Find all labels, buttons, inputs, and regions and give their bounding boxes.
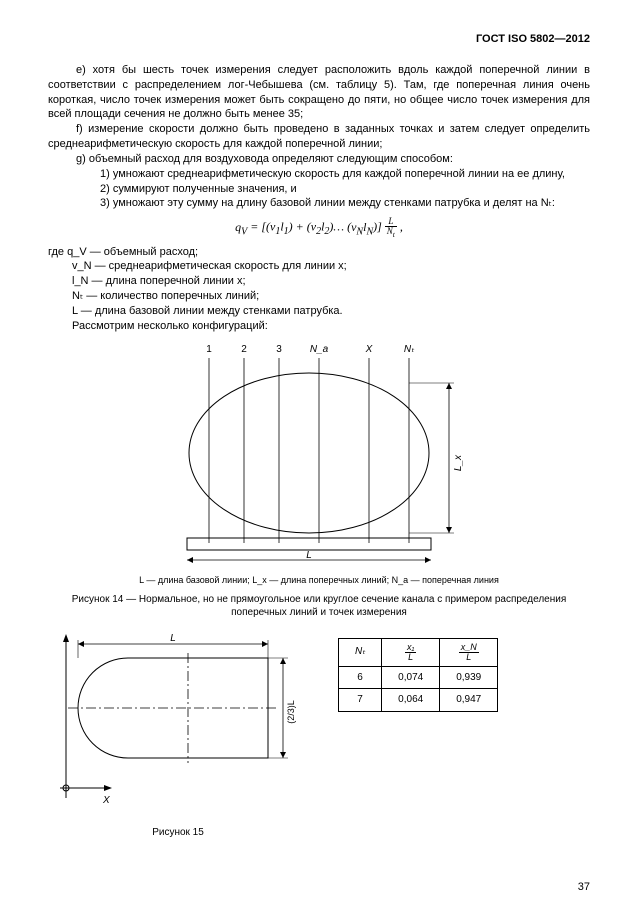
svg-text:3: 3 (276, 344, 282, 355)
def-where: где q_V — объемный расход; (48, 245, 590, 260)
figure-15-row: X L (2/3)L Рисунок (48, 628, 590, 840)
figure-14-caption: Рисунок 14 — Нормальное, но не прямоугол… (48, 593, 590, 620)
svg-text:1: 1 (206, 344, 212, 355)
page: ГОСТ ISO 5802—2012 е) хотя бы шесть точе… (0, 0, 630, 913)
para-g1: 1) умножают среднеарифметическую скорост… (48, 167, 590, 182)
svg-text:X: X (102, 795, 110, 806)
def-vn: v_N — среднеарифметическая скорость для … (48, 259, 590, 274)
para-g: g) объемный расход для воздуховода опред… (48, 152, 590, 167)
figure-14: 1 2 3 N_a X Nₜ L L_x L — длина базовой л… (48, 338, 590, 620)
def-ln: l_N — длина поперечной линии х; (48, 274, 590, 289)
para-g3: 3) умножают эту сумму на длину базовой л… (48, 196, 590, 211)
def-L: L — длина базовой линии между стенками п… (48, 304, 590, 319)
figure-15-svg: X L (2/3)L (48, 628, 308, 818)
svg-text:L: L (170, 633, 176, 644)
figure-14-svg: 1 2 3 N_a X Nₜ L L_x (149, 338, 489, 568)
svg-text:(2/3)L: (2/3)L (286, 700, 296, 724)
header-standard: ГОСТ ISO 5802—2012 (48, 32, 590, 47)
th-nt: Nₜ (339, 638, 382, 666)
consider: Рассмотрим несколько конфигураций: (48, 319, 590, 334)
definitions: где q_V — объемный расход; v_N — среднеа… (48, 245, 590, 334)
svg-text:L: L (306, 550, 312, 561)
table-row: 7 0,064 0,947 (339, 689, 498, 712)
th-xnL: x_NL (440, 638, 498, 666)
formula: qV = [(v1l1) + (v2l2)… (vNlN)] LNt , (48, 217, 590, 238)
table-row: 6 0,074 0,939 (339, 666, 498, 689)
svg-text:Nₜ: Nₜ (404, 344, 415, 355)
para-f: f) измерение скорости должно быть провед… (48, 122, 590, 152)
svg-text:L_x: L_x (453, 454, 464, 471)
svg-text:X: X (365, 344, 373, 355)
page-number: 37 (578, 880, 590, 895)
data-table: Nₜ x₁L x_NL 6 0,074 0,939 7 0,064 0,947 (338, 638, 498, 712)
th-x1L: x₁L (382, 638, 440, 666)
svg-text:N_a: N_a (310, 344, 329, 355)
para-g2: 2) суммируют полученные значения, и (48, 182, 590, 197)
para-e: е) хотя бы шесть точек измерения следует… (48, 63, 590, 122)
def-nt: Nₜ — количество поперечных линий; (48, 289, 590, 304)
figure-14-legend: L — длина базовой линии; L_x — длина поп… (48, 574, 590, 586)
figure-15-caption: Рисунок 15 (48, 826, 308, 840)
svg-text:2: 2 (241, 344, 247, 355)
figure-15: X L (2/3)L Рисунок (48, 628, 308, 840)
